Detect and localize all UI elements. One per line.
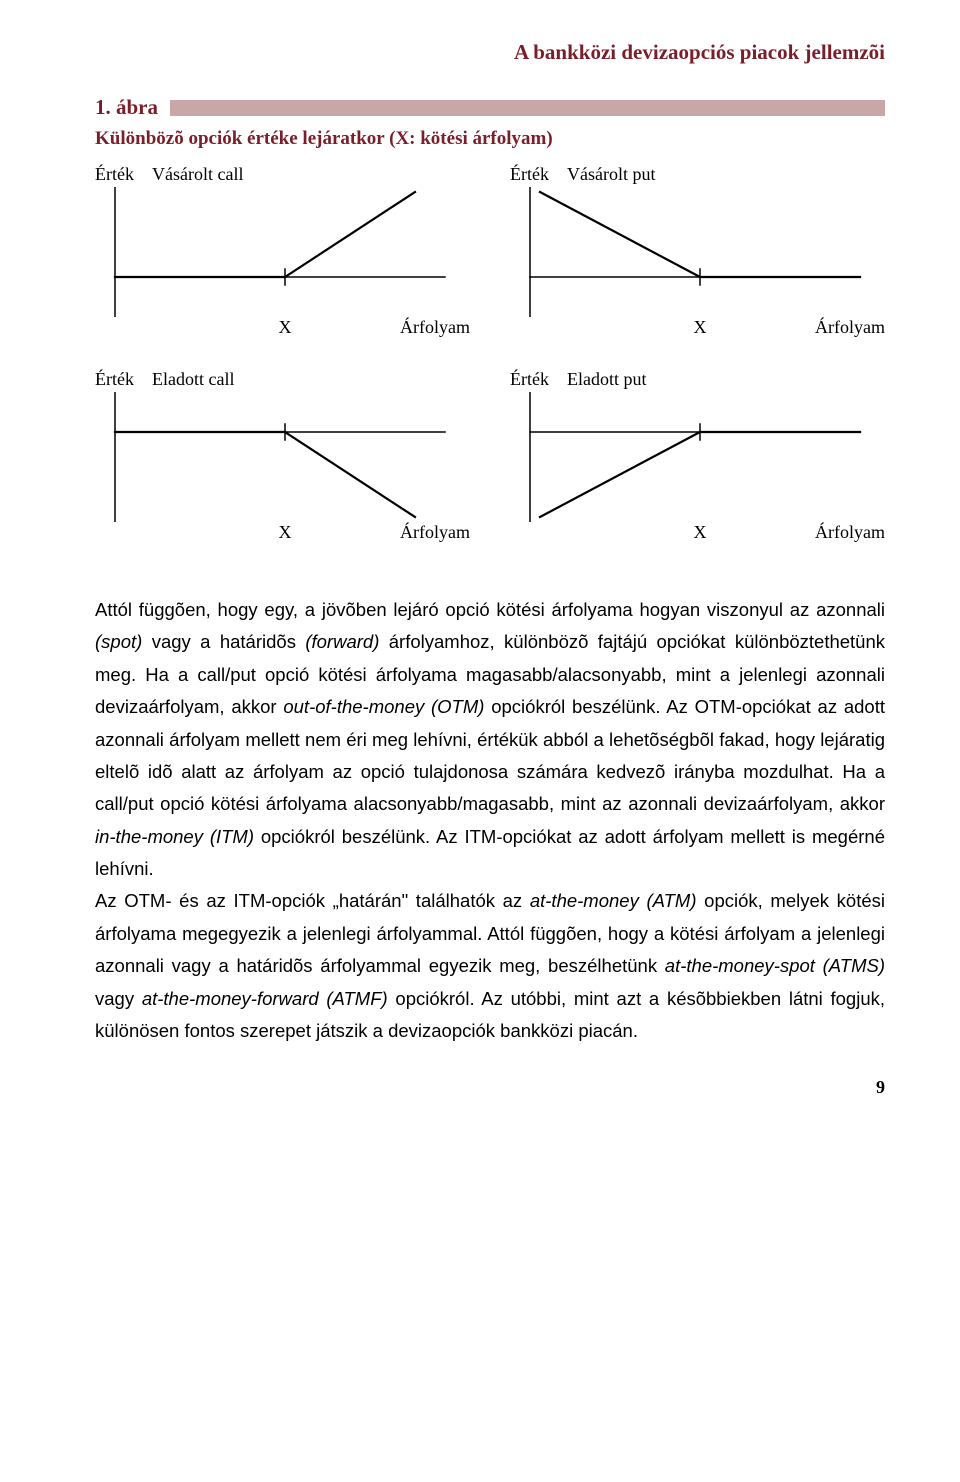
figure-bar <box>170 100 885 116</box>
italic: at-the-money (ATM) <box>530 890 697 911</box>
x-axis-label: Árfolyam <box>815 317 885 338</box>
x-row: X Árfolyam <box>95 522 470 544</box>
payoff-svg-long-put <box>510 187 870 317</box>
x-row: X Árfolyam <box>510 317 885 339</box>
italic: at-the-money-spot (ATMS) <box>665 955 885 976</box>
strike-label: X <box>279 522 292 543</box>
series-name: Vásárolt put <box>567 164 655 185</box>
text: vagy a határidõs <box>142 631 305 652</box>
chart-short-put: Érték Eladott put X Árfolyam <box>510 369 885 544</box>
x-row: X Árfolyam <box>510 522 885 544</box>
y-axis-label: Érték <box>510 369 549 390</box>
series-name: Vásárolt call <box>152 164 243 185</box>
italic: (spot) <box>95 631 142 652</box>
strike-label: X <box>694 317 707 338</box>
paragraph-1: Attól függõen, hogy egy, a jövõben lejár… <box>95 594 885 885</box>
italic: in-the-money (ITM) <box>95 826 254 847</box>
payoff-svg-short-put <box>510 392 870 522</box>
payoff-svg-short-call <box>95 392 455 522</box>
page-number: 9 <box>95 1077 885 1098</box>
strike-label: X <box>279 317 292 338</box>
strike-label: X <box>694 522 707 543</box>
body-text: Attól függõen, hogy egy, a jövõben lejár… <box>95 594 885 1047</box>
series-name: Eladott put <box>567 369 647 390</box>
figure-caption: Különbözõ opciók értéke lejáratkor (X: k… <box>95 128 885 150</box>
figure-label-row: 1. ábra <box>95 95 885 120</box>
figure-number: 1. ábra <box>95 95 158 120</box>
chart-long-call: Érték Vásárolt call X Árfolyam <box>95 164 470 339</box>
y-axis-label: Érték <box>510 164 549 185</box>
running-head: A bankközi devizaopciós piacok jellemzõi <box>95 40 885 65</box>
y-axis-label: Érték <box>95 369 134 390</box>
x-axis-label: Árfolyam <box>815 522 885 543</box>
paragraph-2: Az OTM- és az ITM-opciók „határán" talál… <box>95 885 885 1047</box>
text: vagy <box>95 988 142 1009</box>
text: Az OTM- és az ITM-opciók „határán" talál… <box>95 890 530 911</box>
text: Attól függõen, hogy egy, a jövõben lejár… <box>95 599 885 620</box>
chart-short-call: Érték Eladott call X Árfolyam <box>95 369 470 544</box>
payoff-svg-long-call <box>95 187 455 317</box>
italic: (forward) <box>305 631 379 652</box>
series-name: Eladott call <box>152 369 234 390</box>
italic: out-of-the-money (OTM) <box>283 696 484 717</box>
chart-long-put: Érték Vásárolt put X Árfolyam <box>510 164 885 339</box>
y-axis-label: Érték <box>95 164 134 185</box>
x-axis-label: Árfolyam <box>400 317 470 338</box>
charts-grid: Érték Vásárolt call X Árfolyam Érték Vás… <box>95 164 885 544</box>
italic: at-the-money-forward (ATMF) <box>142 988 388 1009</box>
x-axis-label: Árfolyam <box>400 522 470 543</box>
x-row: X Árfolyam <box>95 317 470 339</box>
